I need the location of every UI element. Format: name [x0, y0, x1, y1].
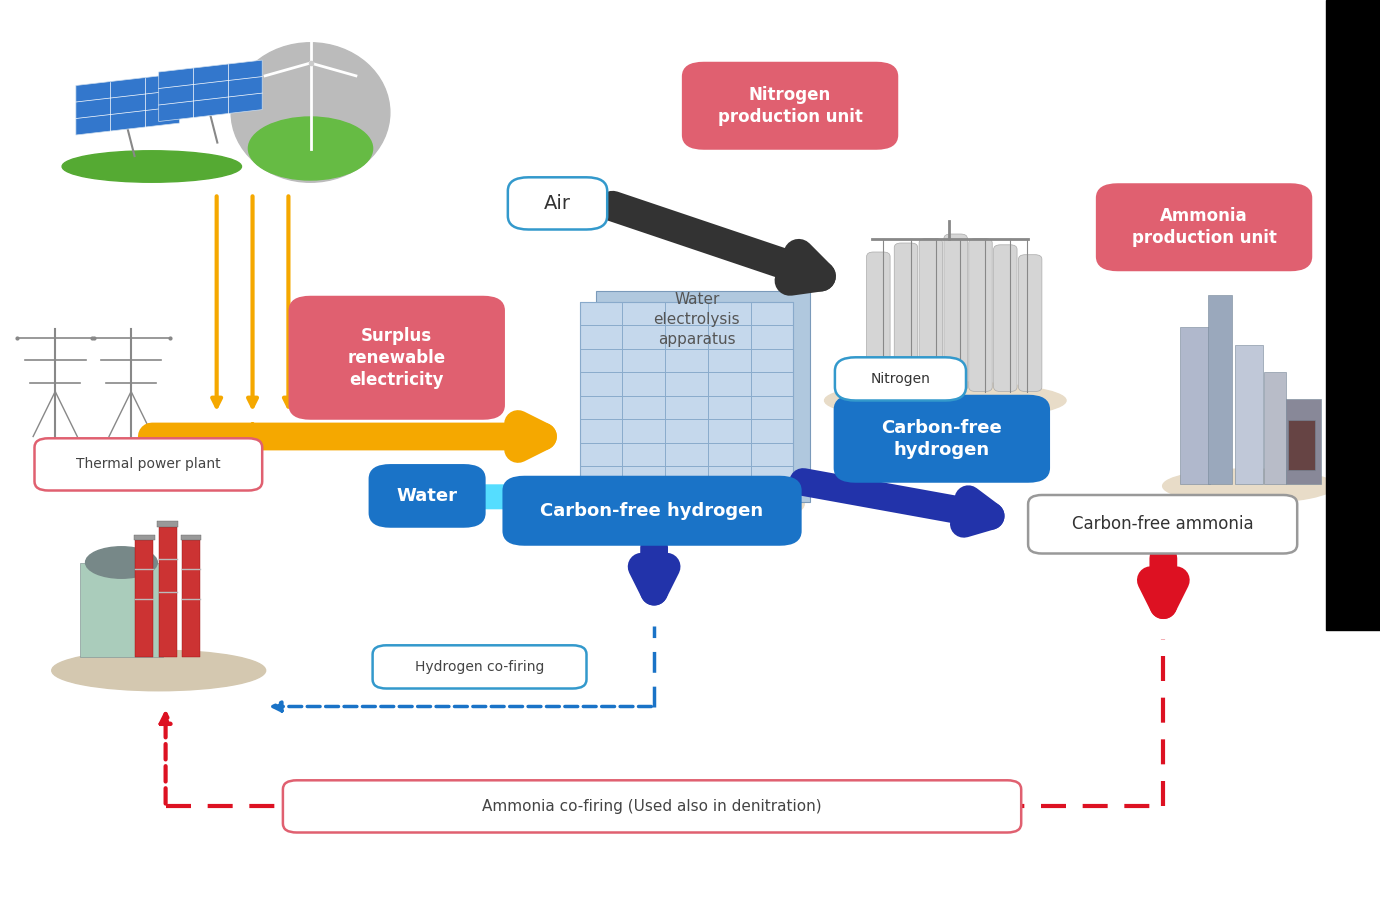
Ellipse shape	[62, 150, 242, 182]
FancyBboxPatch shape	[1264, 372, 1286, 484]
FancyBboxPatch shape	[80, 562, 163, 657]
FancyBboxPatch shape	[182, 540, 200, 657]
Text: Air: Air	[544, 194, 571, 213]
FancyBboxPatch shape	[290, 297, 504, 418]
Text: Water: Water	[396, 487, 458, 505]
FancyBboxPatch shape	[34, 438, 262, 491]
FancyBboxPatch shape	[683, 63, 897, 148]
FancyBboxPatch shape	[508, 177, 607, 230]
FancyBboxPatch shape	[1235, 345, 1263, 484]
FancyBboxPatch shape	[1286, 399, 1321, 484]
FancyBboxPatch shape	[504, 477, 800, 544]
Polygon shape	[159, 60, 262, 122]
Text: Carbon-free
hydrogen: Carbon-free hydrogen	[882, 418, 1002, 459]
Text: Nitrogen: Nitrogen	[871, 372, 930, 386]
FancyBboxPatch shape	[134, 535, 155, 540]
FancyBboxPatch shape	[1097, 184, 1311, 270]
FancyBboxPatch shape	[1028, 495, 1297, 554]
FancyBboxPatch shape	[969, 238, 992, 392]
FancyBboxPatch shape	[596, 291, 810, 502]
Ellipse shape	[248, 117, 373, 180]
FancyBboxPatch shape	[283, 780, 1021, 832]
FancyBboxPatch shape	[181, 535, 201, 540]
Text: Surplus
renewable
electricity: Surplus renewable electricity	[348, 327, 446, 389]
FancyBboxPatch shape	[157, 521, 178, 526]
FancyBboxPatch shape	[373, 645, 586, 688]
Text: Hydrogen co-firing: Hydrogen co-firing	[415, 660, 544, 674]
Text: Nitrogen
production unit: Nitrogen production unit	[718, 86, 862, 126]
FancyBboxPatch shape	[1180, 327, 1210, 484]
Ellipse shape	[569, 479, 805, 529]
FancyBboxPatch shape	[894, 243, 918, 392]
Ellipse shape	[1162, 469, 1336, 503]
FancyBboxPatch shape	[370, 465, 484, 526]
Ellipse shape	[230, 42, 391, 182]
FancyBboxPatch shape	[994, 245, 1017, 392]
Ellipse shape	[825, 382, 1065, 419]
Ellipse shape	[86, 546, 157, 579]
Text: Thermal power plant: Thermal power plant	[76, 457, 221, 472]
Bar	[1326, 0, 1380, 630]
Text: Carbon-free hydrogen: Carbon-free hydrogen	[541, 502, 763, 520]
FancyBboxPatch shape	[919, 238, 943, 392]
Text: Ammonia co-firing (Used also in denitration): Ammonia co-firing (Used also in denitrat…	[482, 799, 822, 814]
FancyBboxPatch shape	[135, 540, 153, 657]
FancyBboxPatch shape	[580, 302, 794, 513]
FancyBboxPatch shape	[1018, 255, 1042, 392]
Polygon shape	[76, 74, 179, 135]
FancyBboxPatch shape	[867, 252, 890, 392]
FancyBboxPatch shape	[944, 234, 967, 392]
Ellipse shape	[52, 650, 266, 691]
FancyBboxPatch shape	[1288, 420, 1315, 470]
Text: Carbon-free ammonia: Carbon-free ammonia	[1072, 515, 1253, 533]
FancyBboxPatch shape	[835, 357, 966, 400]
FancyBboxPatch shape	[835, 396, 1049, 482]
Text: Ammonia
production unit: Ammonia production unit	[1132, 207, 1276, 248]
FancyBboxPatch shape	[1208, 295, 1232, 484]
Text: Water
electrolysis
apparatus: Water electrolysis apparatus	[654, 292, 740, 346]
FancyBboxPatch shape	[159, 526, 177, 657]
